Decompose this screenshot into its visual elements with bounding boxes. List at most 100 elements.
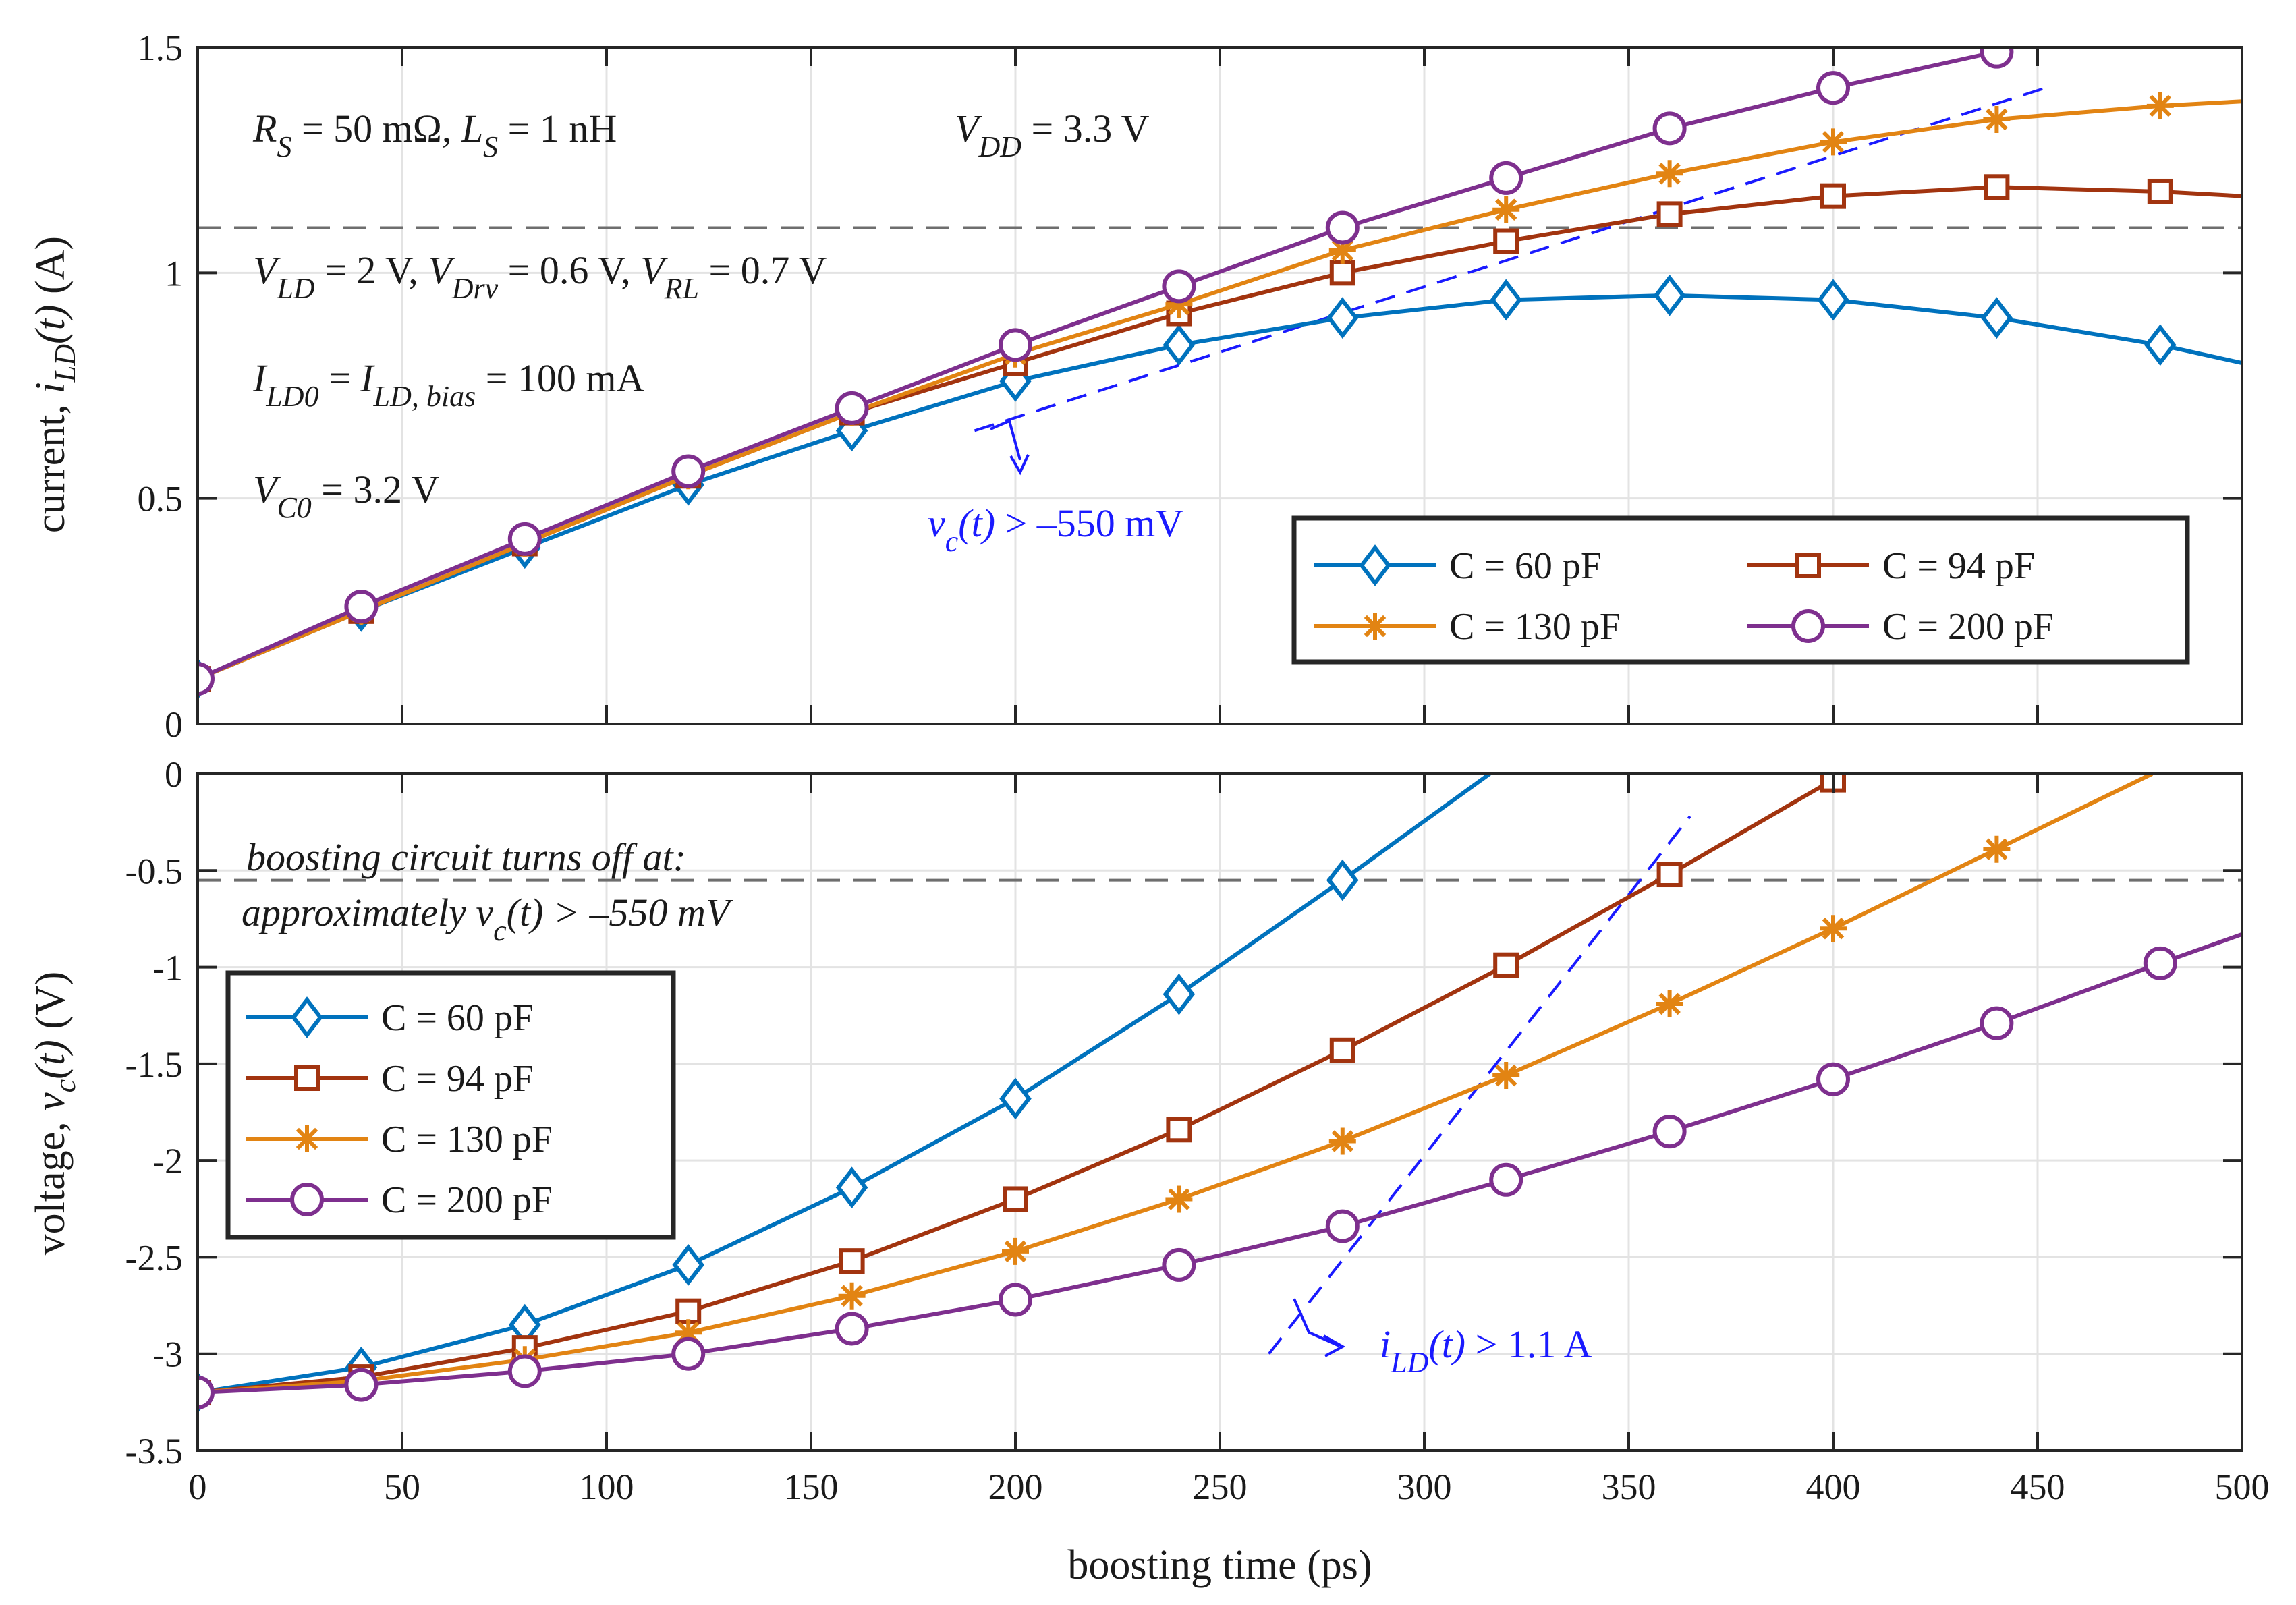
data-point-C130	[1165, 1185, 1193, 1213]
top-panel: 0 0.5 1 1.5 current, iLD(t) (A) RS = 50 mΩ,…	[28, 28, 2243, 745]
data-point-C200	[1816, 71, 1850, 105]
x-axis-label: boosting time (ps)	[1067, 1542, 1372, 1588]
data-point-C94	[1656, 862, 1683, 888]
data-point-C60	[1163, 973, 1196, 1015]
ild-condition-arrowhead	[1323, 1334, 1346, 1357]
legend-label: C = 200 pF	[381, 1179, 553, 1221]
series-C200	[198, 47, 2014, 696]
x-tick-label: 0	[189, 1467, 207, 1507]
top-x-ticks	[196, 47, 2243, 724]
data-point-C60	[999, 1077, 1032, 1120]
data-point-C130	[1983, 835, 2011, 863]
y-tick-label: 0	[165, 754, 183, 795]
data-point-C200	[671, 1336, 706, 1371]
y-tick-label: -1.5	[125, 1044, 183, 1085]
data-point-C60	[1163, 324, 1196, 366]
bottom-x-ticks: 0 50 100 150 200 250 300 350 400 450 500	[189, 774, 2270, 1507]
y-tick-label: 0	[165, 704, 183, 745]
data-point-C94	[839, 1248, 865, 1274]
x-tick-label: 250	[1193, 1467, 1248, 1507]
data-point-C200	[835, 1312, 869, 1346]
turnoff-annotation-line2: approximately vc(t) > –550 mV	[242, 891, 734, 947]
data-point-C130	[675, 1319, 702, 1347]
data-point-C60	[1980, 297, 2013, 339]
data-point-C94	[1984, 174, 2010, 200]
data-point-C60	[1326, 297, 1359, 339]
data-point-C94	[1493, 952, 1519, 978]
top-series-group	[198, 47, 2242, 700]
bottom-series-group	[198, 774, 2242, 1413]
data-point-C130	[1656, 160, 1683, 188]
data-point-C94	[1003, 1186, 1028, 1212]
data-point-C130	[1983, 105, 2011, 133]
x-tick-label: 300	[1397, 1467, 1452, 1507]
data-point-C130	[2146, 92, 2174, 119]
bottom-y-axis-label: voltage, vc(t) (V)	[28, 972, 82, 1256]
top-legend-box	[1291, 515, 2190, 665]
data-point-C200	[835, 391, 869, 425]
y-tick-label: -2.5	[125, 1237, 183, 1278]
data-point-C130	[1492, 1062, 1520, 1090]
data-point-C200	[507, 1354, 542, 1388]
data-point-C200	[1489, 1162, 1523, 1197]
data-point-C200	[1980, 1006, 2014, 1040]
ild-condition-label: iLD(t) > 1.1 A	[1380, 1322, 1592, 1379]
data-point-C60	[835, 1166, 868, 1209]
data-point-C130	[838, 1282, 866, 1310]
bottom-panel: 0 -0.5 -1 -1.5 -2 -2.5 -3 -3.5 0 50 100 150 200 250 3…	[28, 754, 2270, 1588]
y-tick-label: 1.5	[138, 28, 184, 68]
top-legend-entry-C60: C = 60 pF	[1314, 544, 1602, 587]
data-point-C94	[1493, 228, 1519, 254]
data-point-C94	[1820, 183, 1846, 209]
vc-condition-arrowhead	[1009, 454, 1030, 476]
data-point-C200	[671, 454, 706, 488]
bottom-y-ticks: 0 -0.5 -1 -1.5 -2 -2.5 -3 -3.5	[125, 754, 2242, 1471]
y-tick-label: -0.5	[125, 851, 183, 891]
data-point-C60	[1326, 859, 1359, 901]
data-point-C130	[1328, 1127, 1356, 1155]
turnoff-annotation-line1: boosting circuit turns off at:	[246, 835, 686, 879]
data-point-C200	[507, 522, 542, 556]
data-point-C130	[1165, 291, 1193, 318]
series-C200	[198, 932, 2242, 1410]
y-tick-label: -3.5	[125, 1431, 183, 1471]
top-boundary-dashed-line	[974, 86, 2046, 432]
data-point-C200	[1489, 161, 1523, 195]
data-point-C60	[1490, 279, 1522, 321]
voltages-annotation: VLD = 2 V, VDrv = 0.6 V, VRL = 0.7 V	[253, 248, 827, 305]
legend-marker	[293, 1125, 320, 1152]
series-line-C60	[198, 293, 2242, 681]
data-point-C200	[999, 328, 1032, 362]
data-point-C200	[198, 662, 215, 696]
data-point-C130	[1656, 990, 1683, 1018]
legend-marker	[290, 1183, 324, 1216]
data-point-C130	[1820, 128, 1847, 156]
data-point-C130	[1820, 915, 1847, 942]
y-tick-label: -1	[152, 948, 183, 988]
data-point-C60	[2144, 324, 2177, 366]
top-legend-entry-C94: C = 94 pF	[1747, 545, 2035, 587]
x-tick-label: 150	[784, 1467, 839, 1507]
top-legend-entry-C200: C = 200 pF	[1747, 606, 2054, 648]
series-line-C130	[198, 99, 2242, 681]
data-point-C94	[1656, 201, 1683, 227]
data-point-C60	[1817, 279, 1849, 321]
data-point-C200	[344, 590, 379, 624]
bottom-legend-entry-C94: C = 94 pF	[246, 1058, 534, 1100]
data-point-C94	[1166, 1117, 1192, 1143]
legend-marker	[1791, 609, 1825, 643]
bottom-legend-entry-C200: C = 200 pF	[246, 1179, 553, 1221]
legend-marker	[294, 1065, 320, 1091]
ild-condition-arrow	[1293, 1298, 1340, 1347]
top-y-axis-label: current, iLD(t) (A)	[28, 236, 82, 533]
data-point-C200	[1980, 47, 2014, 69]
legend-label: C = 60 pF	[381, 997, 534, 1039]
legend-label: C = 200 pF	[1882, 606, 2054, 648]
data-point-C130	[1328, 236, 1356, 264]
rs-ls-annotation: RS = 50 mΩ, LS = 1 nH	[252, 107, 617, 163]
y-tick-label: 1	[165, 253, 183, 293]
data-point-C200	[198, 1376, 215, 1410]
data-point-C200	[344, 1368, 379, 1402]
data-point-C200	[2143, 946, 2177, 980]
